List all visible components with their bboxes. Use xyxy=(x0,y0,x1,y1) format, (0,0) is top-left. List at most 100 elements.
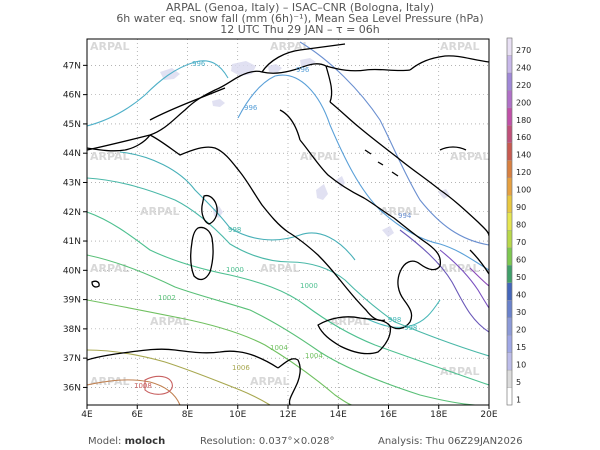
title-line-3: 12 UTC Thu 29 JAN – τ = 06h xyxy=(220,23,380,36)
y-tick-label: 46N xyxy=(63,91,81,101)
isobar-label: 1008 xyxy=(134,382,152,390)
x-tick-label: 18E xyxy=(430,410,447,420)
colorbar-swatch xyxy=(506,352,513,371)
colorbar-swatch xyxy=(506,299,513,318)
isobar-east-1 xyxy=(399,229,489,333)
watermark-label: ARPAL xyxy=(90,40,130,53)
border-east xyxy=(409,55,489,71)
colorbar-label: 1 xyxy=(516,395,521,404)
watermark-label: ARPAL xyxy=(440,40,480,53)
y-tick-label: 40N xyxy=(63,266,81,276)
coast-italy-east xyxy=(299,139,442,330)
isobar-label: 1004 xyxy=(305,352,323,360)
colorbar-label: 15 xyxy=(516,343,526,352)
y-tick-label: 42N xyxy=(63,208,81,218)
coast-venice xyxy=(279,109,301,141)
colorbar-swatch xyxy=(506,369,513,388)
isobar-label: 1006 xyxy=(232,364,250,372)
colorbar-swatch xyxy=(506,282,513,301)
watermark-label: ARPAL xyxy=(90,150,130,163)
resolution-value: 0.037°×0.028° xyxy=(258,436,335,447)
watermark-label: ARPAL xyxy=(450,150,490,163)
y-tick-label: 39N xyxy=(63,296,81,306)
isobar-label: 996 xyxy=(296,66,310,74)
border-austria xyxy=(261,43,346,73)
colorbar-label: 270 xyxy=(516,46,531,55)
colorbar-swatch xyxy=(506,37,513,56)
y-tick-label: 44N xyxy=(63,149,81,159)
coast-balkans xyxy=(329,101,489,237)
colorbar-label: 70 xyxy=(516,238,526,247)
isobar-label: 1000 xyxy=(300,282,318,290)
watermark-label: ARPAL xyxy=(140,205,180,218)
resolution-label: Resolution: xyxy=(200,436,256,447)
isobar-east-3 xyxy=(469,267,489,287)
colorbar-label: 60 xyxy=(516,256,526,265)
colorbar-swatch xyxy=(506,317,513,336)
colorbar-frame xyxy=(506,37,513,406)
coast-italy-west xyxy=(149,134,386,322)
model-label: Model: xyxy=(88,436,122,447)
corsica xyxy=(201,194,218,225)
coast-greece xyxy=(469,249,489,275)
colorbar-label: 220 xyxy=(516,81,531,90)
colorbar-swatch xyxy=(506,247,513,266)
colorbar-label: 240 xyxy=(516,63,531,72)
colorbar-label: 80 xyxy=(516,221,526,230)
colorbar-label: 120 xyxy=(516,168,531,177)
axes: 4E 6E 8E 10E 12E 14E 16E 18E 20E 36N 37N 38N 39N 40N 4… xyxy=(63,61,498,420)
isobar-1008 xyxy=(87,379,181,405)
colorbar-label: 5 xyxy=(516,378,521,387)
isobar-label: 998 xyxy=(228,226,241,234)
colorbar-label: 30 xyxy=(516,308,526,317)
isobar-998 xyxy=(87,177,489,357)
isobar-1000 xyxy=(87,211,489,386)
coast-africa xyxy=(87,348,279,369)
footer-resolution: Resolution: 0.037°×0.028° xyxy=(200,436,334,447)
isobar-label: 1000 xyxy=(226,266,244,274)
coastlines xyxy=(87,43,489,405)
colorbar-label: 10 xyxy=(516,360,526,369)
isobar-label: 994 xyxy=(398,212,412,220)
colorbar-label: 20 xyxy=(516,325,526,334)
colorbar-swatch xyxy=(506,230,513,248)
y-tick-label: 38N xyxy=(63,325,81,335)
watermark-label: ARPAL xyxy=(250,375,290,388)
analysis-value: Thu 06Z29JAN2026 xyxy=(425,436,523,447)
x-tick-label: 10E xyxy=(229,410,246,420)
footer-analysis: Analysis: Thu 06Z29JAN2026 xyxy=(378,436,523,447)
y-tick-label: 45N xyxy=(63,120,81,130)
isobar-east-2 xyxy=(439,249,489,309)
colorbar-swatch xyxy=(506,125,513,144)
colorbar-swatch xyxy=(506,177,513,196)
x-tick-label: 4E xyxy=(81,410,93,420)
model-value: moloch xyxy=(124,436,166,447)
title-line-1: ARPAL (Genoa, Italy) – ISAC–CNR (Bologna… xyxy=(165,1,435,14)
watermarks: ARPAL ARPAL ARPAL ARPAL ARPAL ARPAL ARPAL ARPAL… xyxy=(90,40,490,388)
colorbar-label: 160 xyxy=(516,133,531,142)
colorbar-swatch xyxy=(506,55,513,74)
watermark-label: ARPAL xyxy=(90,262,130,275)
map-layers: ARPAL ARPAL ARPAL ARPAL ARPAL ARPAL ARPAL ARPAL… xyxy=(87,39,490,405)
isobar-label: 998 xyxy=(404,324,417,332)
watermark-label: ARPAL xyxy=(270,40,310,53)
isobar-label: 996 xyxy=(192,60,206,68)
coast-france xyxy=(87,134,151,152)
isobar-label: 1004 xyxy=(270,344,288,352)
baleares xyxy=(91,280,100,288)
x-tick-label: 16E xyxy=(380,410,397,420)
colorbar-swatch xyxy=(506,107,513,126)
x-tick-label: 20E xyxy=(480,410,497,420)
isobar-1008-small xyxy=(144,375,173,395)
watermark-label: ARPAL xyxy=(150,315,190,328)
colorbar-swatch xyxy=(506,142,513,161)
coast-tunisia xyxy=(277,358,301,405)
border-slovenia xyxy=(325,65,333,103)
isobar-996-north xyxy=(237,74,489,271)
islands-croatia xyxy=(364,146,467,177)
isobar-label: 998 xyxy=(388,316,401,324)
colorbar-label: 100 xyxy=(516,186,531,195)
analysis-label: Analysis: xyxy=(378,436,423,447)
y-tick-label: 47N xyxy=(63,61,81,71)
